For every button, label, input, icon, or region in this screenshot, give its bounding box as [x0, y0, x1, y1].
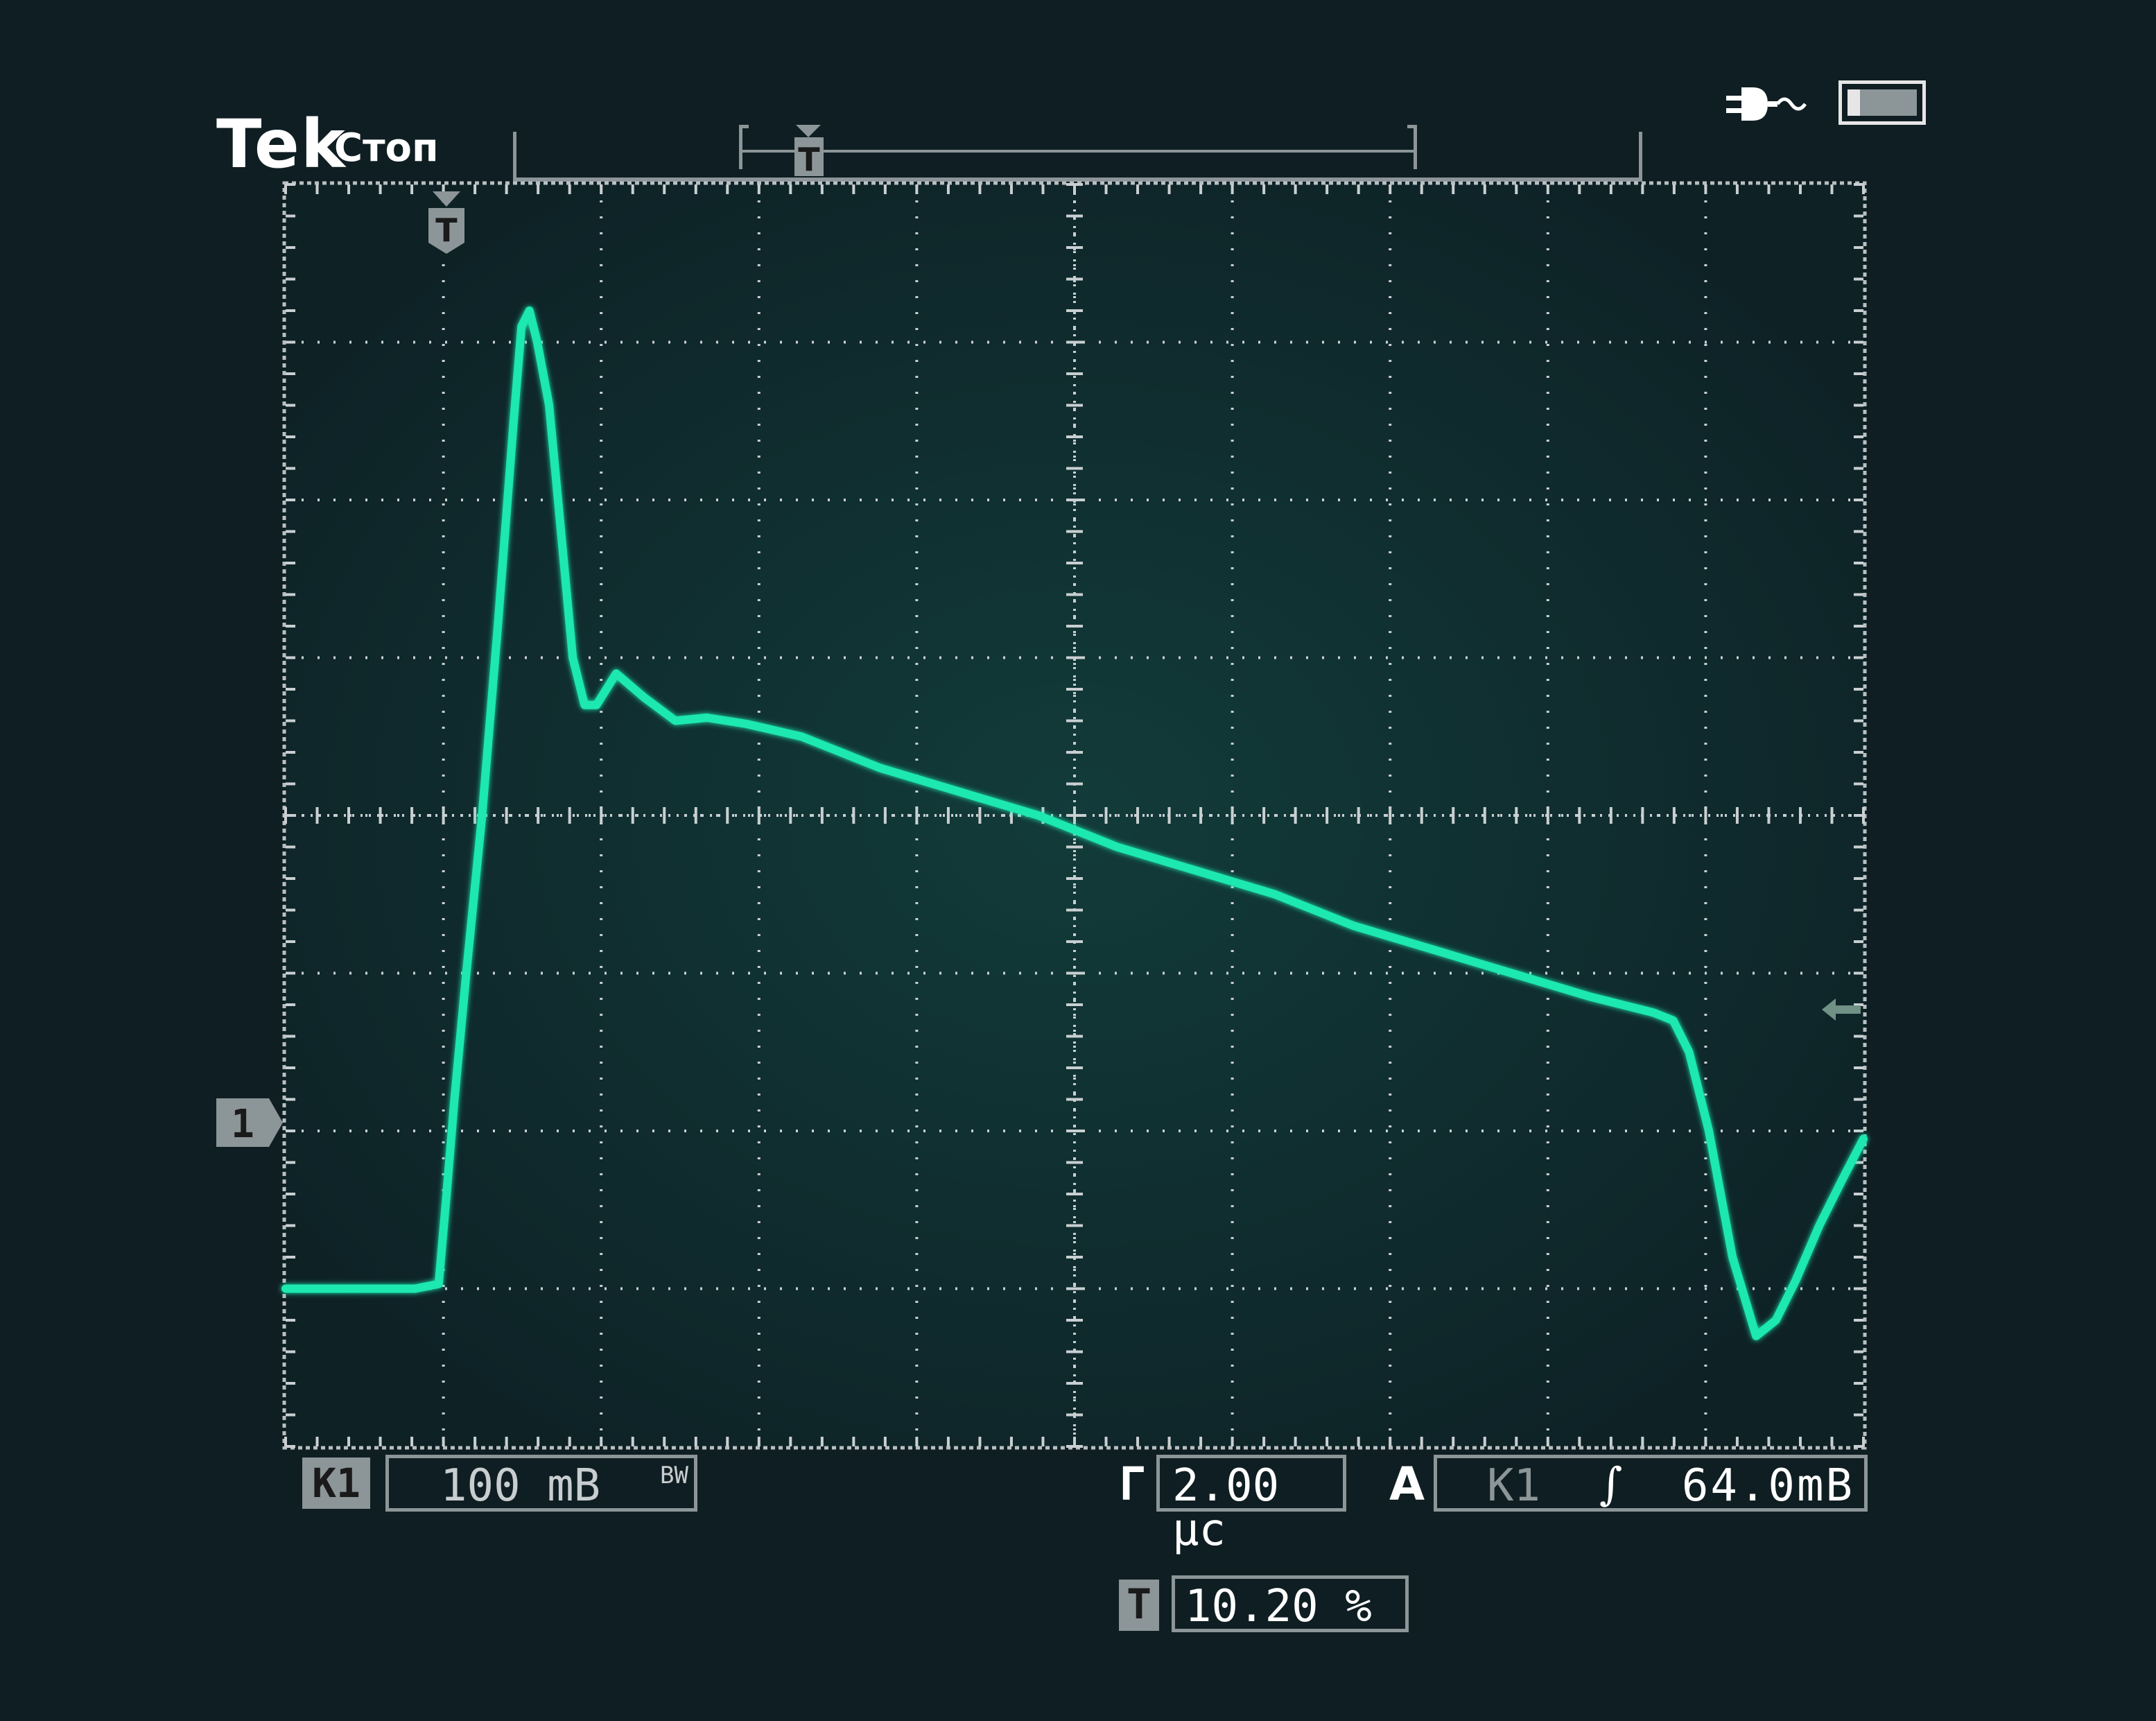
trigger-level-value: 64.0mВ — [1681, 1460, 1854, 1512]
battery-icon — [1838, 80, 1926, 125]
channel-1-label[interactable]: К1 — [302, 1458, 370, 1509]
trace-point — [957, 789, 962, 794]
trigger-source: К1 — [1487, 1460, 1541, 1512]
trace-point — [1036, 813, 1041, 818]
trace-point — [1671, 1018, 1676, 1023]
display-window-line — [739, 150, 1417, 153]
brand-logo: Tek — [216, 105, 347, 183]
graticule — [284, 183, 1865, 1448]
trigger-level-arrow-icon — [1822, 998, 1861, 1021]
trace-point — [1273, 892, 1278, 897]
trace-point — [878, 766, 883, 770]
trace-point — [1588, 994, 1593, 999]
horizontal-position-label: T — [1119, 1580, 1159, 1631]
horizontal-position-value: 10.20 % — [1185, 1581, 1372, 1632]
trace-point — [1817, 1223, 1822, 1228]
svg-text:1: 1 — [231, 1102, 254, 1147]
trigger-readout[interactable]: К1 ∫ 64.0mВ — [1434, 1455, 1868, 1512]
trace-point — [582, 702, 587, 707]
trace-point — [1194, 868, 1199, 873]
trace-point — [614, 671, 618, 676]
volts-per-div-value: 100 mВ — [440, 1460, 601, 1512]
trace-point — [452, 1097, 457, 1102]
trigger-mode-label: А — [1389, 1458, 1425, 1511]
trace-point — [673, 718, 678, 723]
trace-point — [412, 1286, 417, 1291]
trace-point — [535, 340, 539, 345]
volts-per-div-readout[interactable]: 100 mВ BW — [385, 1455, 697, 1512]
trace-point — [1651, 1010, 1656, 1015]
record-bar-right-tick — [1639, 132, 1642, 182]
trace-point — [1773, 1318, 1778, 1322]
timebase-value: 2.00 µс — [1172, 1460, 1280, 1556]
trace-point — [464, 971, 469, 976]
trace-point — [519, 324, 524, 329]
trace-point — [444, 1192, 449, 1196]
trace-point — [511, 419, 516, 424]
trace-point — [1754, 1333, 1759, 1338]
bandwidth-limit-indicator: BW — [660, 1462, 688, 1489]
trace-point — [547, 403, 552, 408]
trace-point — [641, 695, 646, 700]
trace-point — [1430, 947, 1435, 952]
acquisition-status: Стоп — [334, 126, 439, 171]
trace-point — [594, 702, 599, 707]
record-bar-left-tick — [513, 132, 516, 182]
trace-point — [704, 716, 709, 720]
trace-point — [527, 309, 532, 313]
trace-point — [1687, 1050, 1692, 1055]
trace-point — [744, 722, 749, 726]
trace-point — [1351, 924, 1356, 928]
trace-point — [1115, 845, 1120, 849]
trace-point — [1730, 1255, 1735, 1259]
record-length-bar — [513, 178, 1642, 182]
trace-point — [1793, 1279, 1798, 1283]
trace-point — [1509, 971, 1514, 976]
timebase-label: Г — [1119, 1458, 1147, 1511]
trace-point — [284, 1286, 288, 1291]
trace-point — [480, 813, 485, 818]
trace-point — [1707, 1129, 1711, 1133]
trace-point — [799, 734, 804, 739]
trace-layer — [281, 306, 1868, 1340]
power-plug-icon — [1726, 87, 1807, 121]
trace-point — [559, 529, 564, 534]
trace-point — [1861, 1136, 1866, 1141]
trace-point — [496, 624, 501, 628]
trace-point — [436, 1281, 441, 1286]
trace-point — [571, 655, 575, 660]
timebase-readout[interactable]: 2.00 µс — [1156, 1455, 1346, 1553]
trace-point — [1841, 1176, 1845, 1181]
trigger-slope-icon: ∫ — [1599, 1459, 1623, 1510]
channel-1-ground-marker: 1 — [216, 1098, 283, 1147]
horizontal-position-readout[interactable]: 10.20 % — [1172, 1575, 1409, 1632]
trace-point — [349, 1286, 354, 1291]
